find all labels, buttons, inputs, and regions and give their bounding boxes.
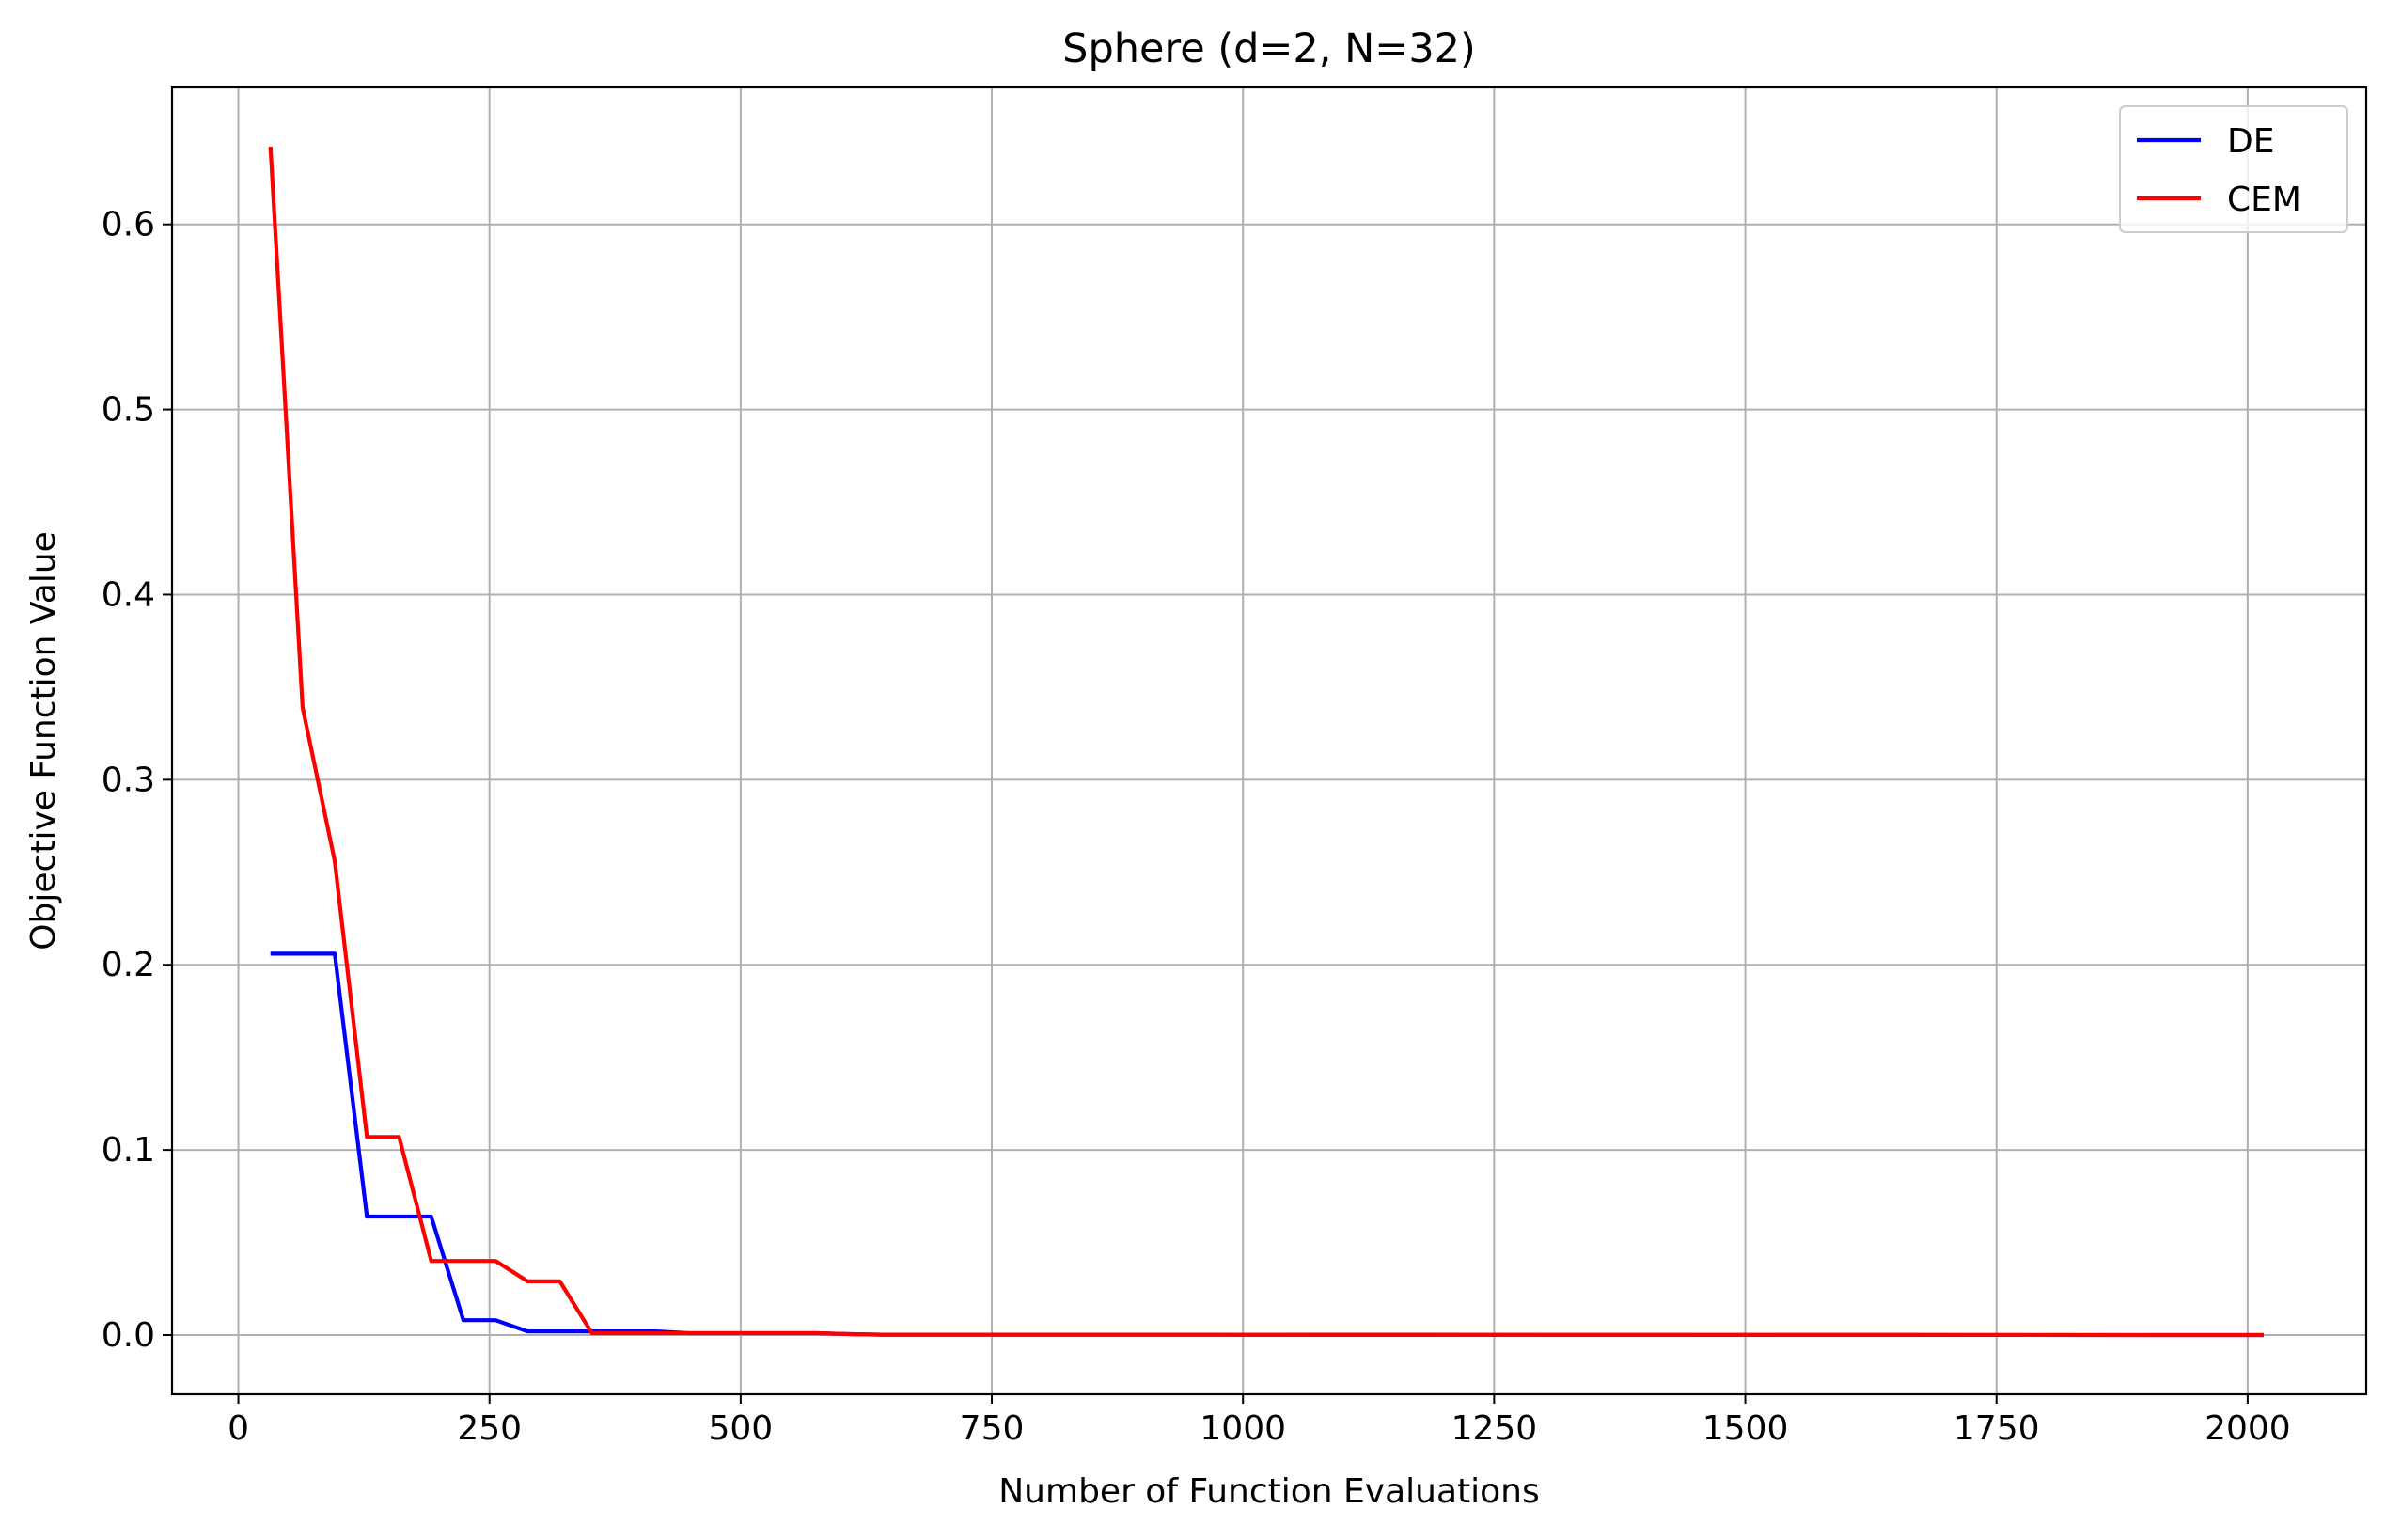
y-tick-label: 0.4: [102, 575, 155, 614]
chart-title: Sphere (d=2, N=32): [1062, 25, 1476, 72]
legend-label-cem: CEM: [2227, 181, 2301, 219]
legend: DE CEM: [2119, 105, 2348, 233]
x-axis-ticks: 0 250 500 750 1000 1250 1500 1750 2000: [228, 1394, 2291, 1448]
x-tick-label: 1750: [1954, 1409, 2040, 1448]
x-tick-label: 500: [709, 1409, 774, 1448]
y-tick-label: 0.2: [102, 946, 155, 984]
legend-box: [2119, 105, 2348, 233]
x-axis-label: Number of Function Evaluations: [998, 1472, 1539, 1511]
y-axis-label: Objective Function Value: [24, 531, 63, 951]
x-tick-label: 1000: [1200, 1409, 1286, 1448]
series-lines: [268, 146, 2265, 1338]
y-tick-label: 0.0: [102, 1316, 155, 1355]
x-tick-label: 750: [960, 1409, 1025, 1448]
plot-area-frame: [170, 86, 2368, 1396]
y-tick-label: 0.3: [102, 761, 155, 799]
x-tick-label: 2000: [2205, 1409, 2291, 1448]
legend-label-de: DE: [2227, 122, 2274, 161]
x-tick-label: 1500: [1702, 1409, 1789, 1448]
y-tick-label: 0.6: [102, 206, 155, 244]
y-axis-ticks: 0.0 0.1 0.2 0.3 0.4 0.5 0.6: [102, 206, 172, 1355]
x-tick-label: 0: [228, 1409, 249, 1448]
y-tick-label: 0.1: [102, 1131, 155, 1170]
y-tick-label: 0.5: [102, 391, 155, 430]
x-tick-label: 250: [457, 1409, 522, 1448]
series-line-cem: [268, 146, 2265, 1338]
x-tick-label: 1250: [1451, 1409, 1538, 1448]
